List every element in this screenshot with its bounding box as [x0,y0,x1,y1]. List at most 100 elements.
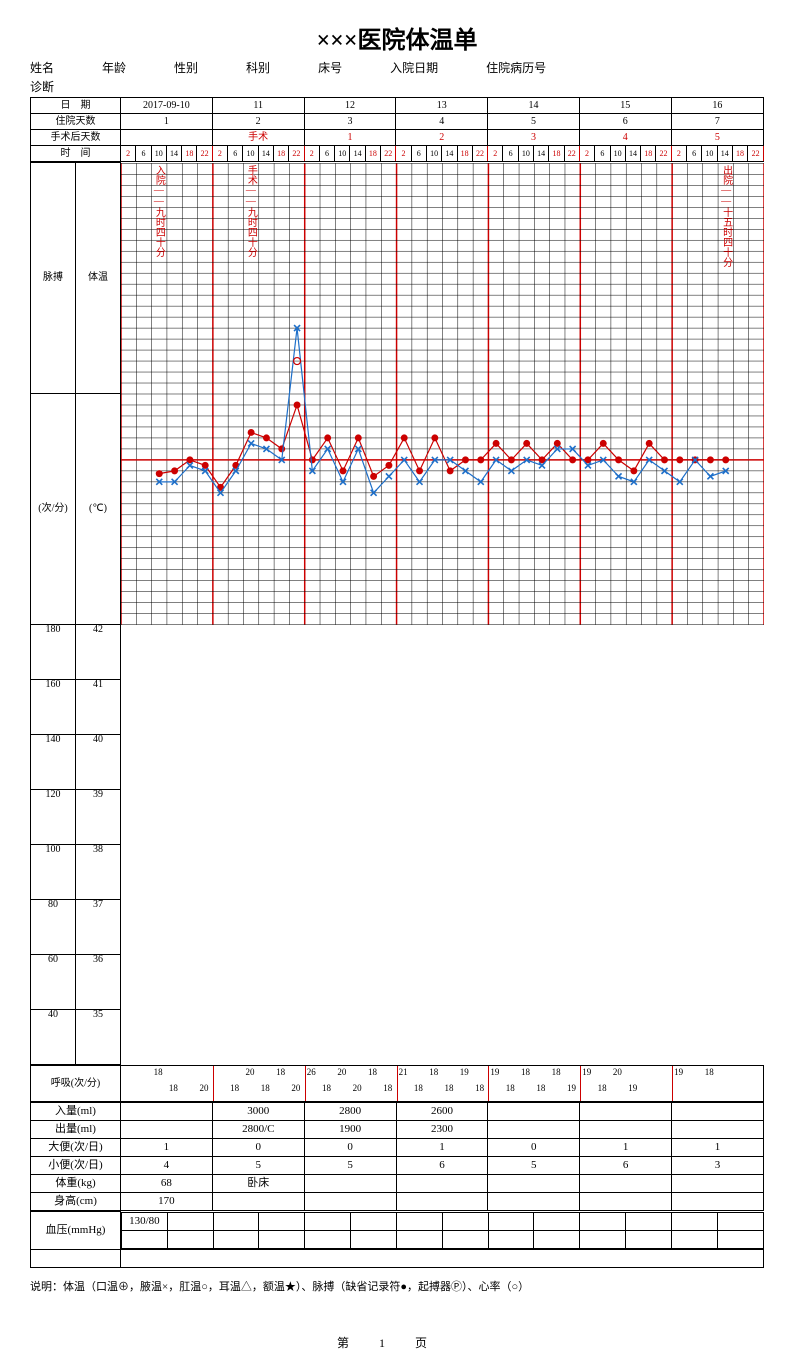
time-cell: 2 [396,146,411,162]
bp-value [305,1230,351,1248]
cell-stay-0: 1 [121,114,213,130]
time-cell: 2 [579,146,594,162]
pulse-tick: 100 [31,845,76,900]
bottom-row-value: 6 [396,1157,488,1175]
bp-value [396,1212,442,1230]
pulse-tick: 80 [31,900,76,955]
bottom-row-value [396,1193,488,1211]
cell-date-4: 14 [488,98,580,114]
temp-tick: 41 [76,680,121,735]
resp-value: 21 [399,1068,408,1077]
bottom-row-value [488,1175,580,1193]
cell-date-label: 日 期 [31,98,121,114]
bottom-row-value: 1 [121,1139,213,1157]
bp-value [213,1230,259,1248]
bottom-row-value [488,1121,580,1139]
time-cell: 14 [534,146,549,162]
bottom-row-value: 6 [580,1157,672,1175]
header-table: 日 期 2017-09-10 11 12 13 14 15 16 住院天数 1 … [30,97,764,162]
pulse-tick: 40 [31,1010,76,1065]
pulse-axis-label: 脉搏 [31,163,76,394]
bottom-row-value [672,1193,764,1211]
time-cell: 6 [228,146,243,162]
bottom-row-value: 5 [212,1157,304,1175]
bp-value [717,1212,763,1230]
pulse-tick: 60 [31,955,76,1010]
resp-value: 18 [368,1068,377,1077]
legend-text: 说明：体温（口温⊕，腋温×，肛温○，耳温△，额温★）、脉搏（缺省记录符●，起搏器… [30,1278,764,1294]
resp-value: 18 [322,1084,331,1093]
pager-suffix: 页 [415,1336,457,1350]
cell-postop-4: 3 [488,130,580,146]
resp-value: 18 [169,1084,178,1093]
bottom-row-label: 小便(次/日) [31,1157,121,1175]
resp-table: 呼吸(次/分) 18182018201818202618202018182118… [30,1065,764,1102]
chart-annotation: 出院——十五时四十分 [721,165,731,267]
pager-num: 1 [379,1336,415,1350]
bottom-row-value [672,1175,764,1193]
resp-value: 20 [337,1068,346,1077]
diag-label: 诊断 [30,78,764,95]
chart-area: 脉搏 体温 入院——九时四十分手术——九时四十分出院——十五时四十分 (次/分)… [30,162,764,1065]
resp-value: 18 [536,1084,545,1093]
cell-postop-5: 4 [579,130,671,146]
cell-date-1: 11 [212,98,304,114]
label-dept: 科别 [246,59,270,76]
resp-value: 18 [276,1068,285,1077]
cell-stay-1: 2 [212,114,304,130]
label-name: 姓名 [30,59,54,76]
resp-values-cell: 1818201820181820261820201818211818181918… [121,1066,764,1102]
resp-value: 18 [383,1084,392,1093]
chart-svg [121,163,764,625]
bottom-row-value: 4 [121,1157,213,1175]
resp-value: 19 [490,1068,499,1077]
bp-value [625,1212,671,1230]
time-cell: 18 [641,146,656,162]
time-cell: 18 [182,146,197,162]
resp-value: 20 [200,1084,209,1093]
bottom-row-value: 0 [304,1139,396,1157]
bp-value [488,1212,534,1230]
bp-value [122,1230,168,1248]
cell-postop-2: 1 [304,130,396,146]
time-cell: 10 [702,146,717,162]
pulse-unit: (次/分) [31,394,76,625]
time-cell: 14 [625,146,640,162]
cell-stay-2: 3 [304,114,396,130]
resp-value: 18 [552,1068,561,1077]
pager: 第1页 [30,1334,764,1351]
bottom-row-value [580,1103,672,1121]
cell-stay-6: 7 [671,114,763,130]
time-cell: 22 [472,146,487,162]
resp-value: 18 [445,1084,454,1093]
time-cell: 14 [166,146,181,162]
pulse-tick: 120 [31,790,76,845]
time-cell: 18 [365,146,380,162]
bottom-row-value: 5 [304,1157,396,1175]
bp-value [213,1212,259,1230]
pulse-tick: 180 [31,625,76,680]
bottom-row-value: 0 [212,1139,304,1157]
cell-postop-0 [121,130,213,146]
bp-value [351,1212,397,1230]
patient-info-row: 姓名 年龄 性别 科别 床号 入院日期 住院病历号 [30,59,764,76]
label-recno: 住院病历号 [486,59,546,76]
resp-value: 18 [506,1084,515,1093]
time-cell: 6 [411,146,426,162]
bp-value [671,1212,717,1230]
resp-value: 19 [628,1084,637,1093]
cell-stay-4: 5 [488,114,580,130]
bottom-row-value [580,1121,672,1139]
resp-value: 19 [582,1068,591,1077]
cell-date-0: 2017-09-10 [121,98,213,114]
bottom-row-label: 出量(ml) [31,1121,121,1139]
resp-value: 18 [230,1084,239,1093]
bottom-row-value: 0 [488,1139,580,1157]
resp-value: 20 [613,1068,622,1077]
resp-value: 19 [567,1084,576,1093]
bottom-row-value: 5 [488,1157,580,1175]
time-cell: 14 [442,146,457,162]
bottom-row-value: 3 [672,1157,764,1175]
time-cell: 2 [488,146,503,162]
bp-value [717,1230,763,1248]
